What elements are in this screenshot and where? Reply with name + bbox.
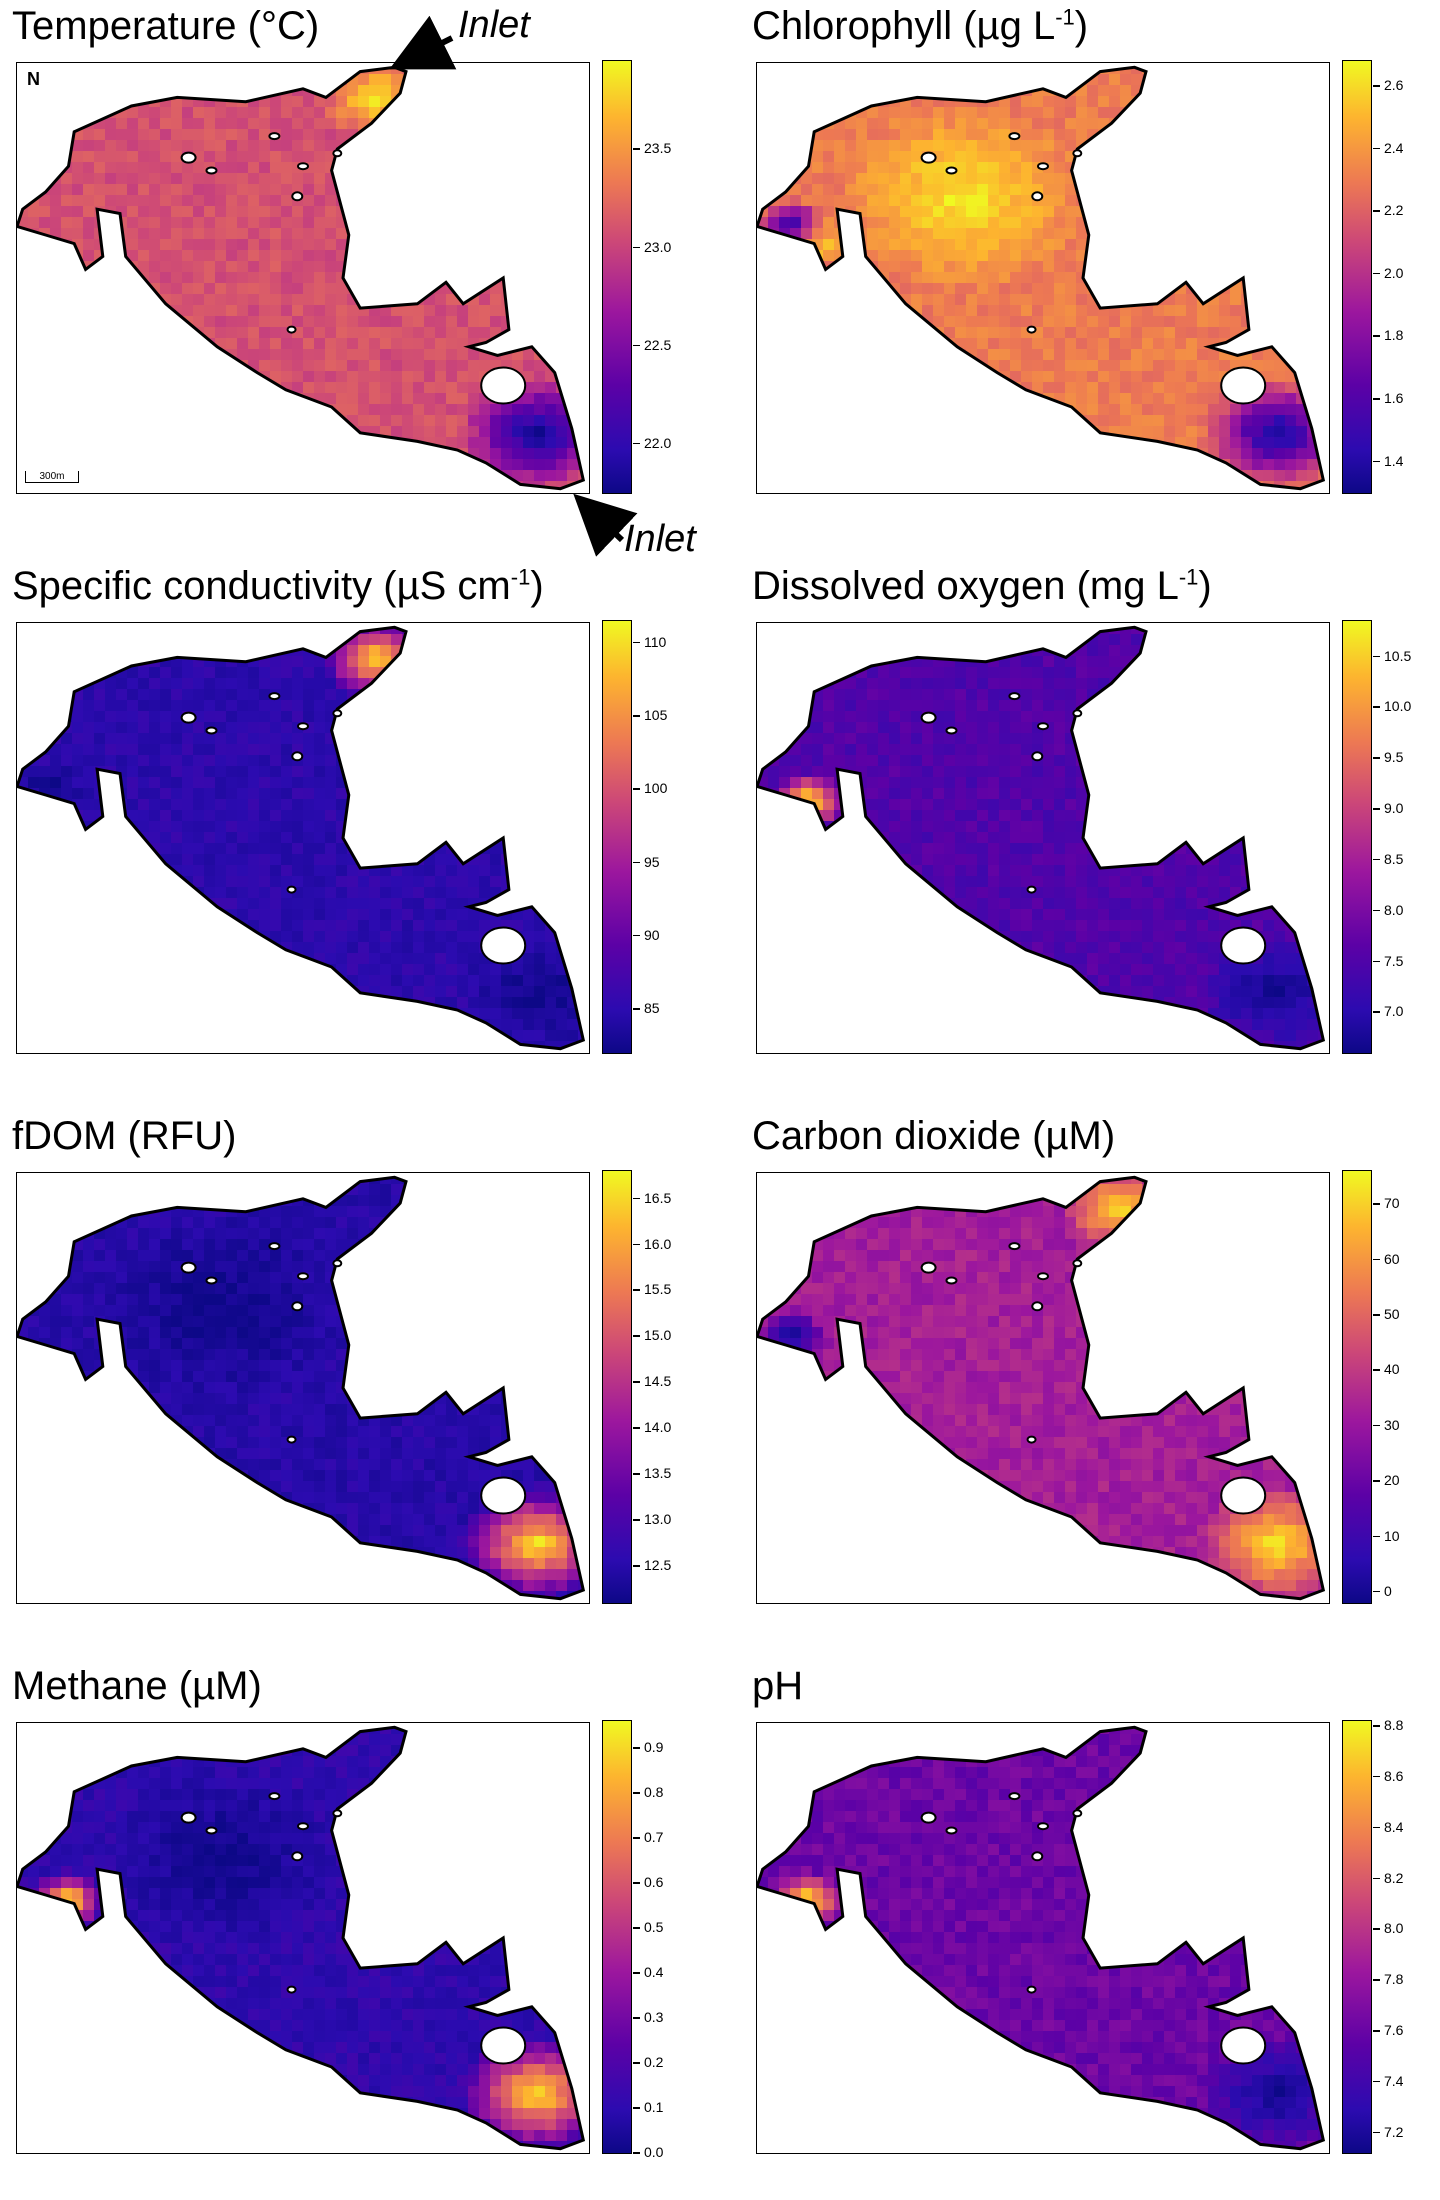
- arrow-bottom: [582, 502, 622, 540]
- arrow-top: [400, 38, 452, 64]
